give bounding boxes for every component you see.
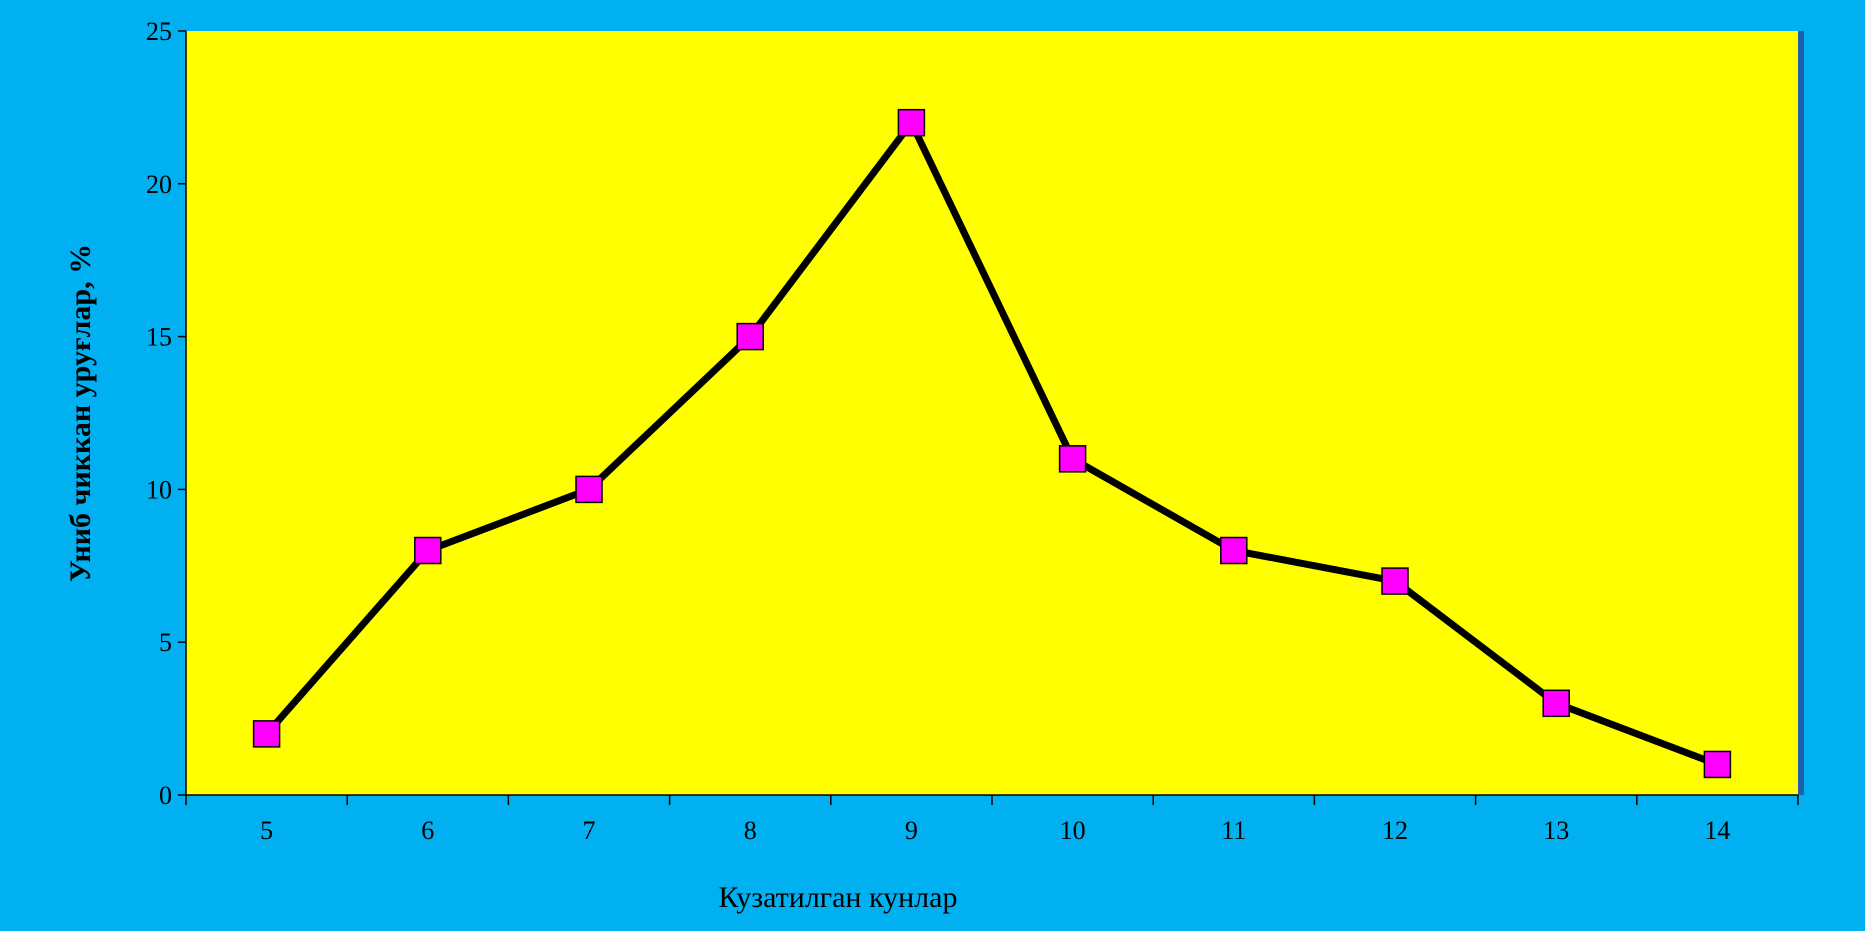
y-tick-label: 10 — [146, 475, 172, 504]
data-point-marker — [1703, 750, 1732, 779]
x-tick-label: 13 — [1543, 816, 1569, 845]
plot-area-border-right — [1798, 31, 1804, 795]
x-tick-label: 14 — [1704, 816, 1730, 845]
data-point-marker — [897, 108, 926, 137]
x-axis-title: Кузатилган кунлар — [719, 881, 958, 914]
data-point-marker — [575, 475, 603, 504]
x-tick-label: 12 — [1382, 816, 1408, 845]
data-point-marker — [1542, 689, 1570, 718]
y-tick-label: 25 — [146, 17, 172, 46]
data-point-marker — [736, 322, 764, 351]
y-tick-label: 20 — [146, 170, 172, 199]
x-tick-label: 8 — [744, 816, 757, 845]
x-tick-label: 6 — [421, 816, 434, 845]
x-tick-label: 7 — [583, 816, 596, 845]
data-point-marker — [1058, 445, 1087, 473]
y-axis-title: Униб чиккан уруғлар, % — [64, 244, 97, 582]
y-tick-label: 15 — [146, 323, 172, 352]
data-point-marker — [252, 720, 281, 748]
y-tick-label: 5 — [159, 628, 172, 657]
series-line — [263, 119, 1719, 768]
data-point-marker — [1220, 536, 1248, 565]
y-tick-label: 0 — [159, 781, 172, 810]
x-tick-label: 9 — [905, 816, 918, 845]
x-tick-label: 11 — [1221, 816, 1246, 845]
data-point-marker — [414, 536, 442, 565]
plot-area — [186, 31, 1798, 795]
x-tick-label: 10 — [1060, 816, 1086, 845]
x-tick-label: 5 — [260, 816, 273, 845]
data-point-marker — [1381, 567, 1409, 595]
